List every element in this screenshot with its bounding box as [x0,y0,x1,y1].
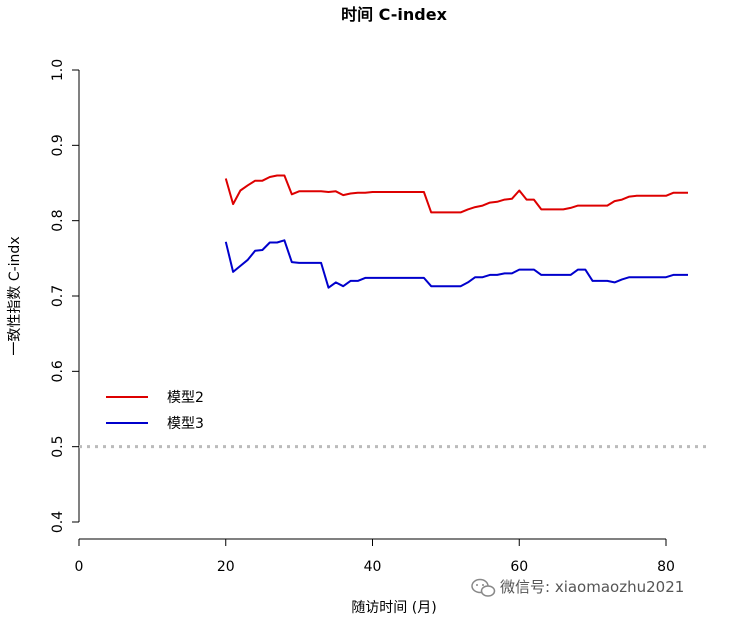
watermark-text: 微信号: xiaomaozhu2021 [500,578,684,596]
series-line-1 [224,174,688,214]
y-tick-label: 0.8 [50,210,66,232]
y-axis-label: 一致性指数 C-indx [7,236,23,355]
y-axis: 0.4 0.5 0.6 0.7 0.8 0.9 1.0 [50,59,80,533]
legend-label-1: 模型2 [167,390,204,406]
x-tick-label: 60 [510,559,528,575]
x-tick-label: 80 [657,559,675,575]
x-tick-label: 20 [217,559,235,575]
x-axis: 0 20 40 60 80 [75,538,675,575]
legend-label-2: 模型3 [167,416,204,432]
x-tick-label: 40 [364,559,382,575]
y-tick-label: 0.4 [50,511,66,533]
legend: 模型2 模型3 [106,390,204,432]
y-tick-label: 1.0 [50,59,66,81]
wechat-icon [471,578,496,597]
chart-title: 时间 C-index [341,5,448,24]
y-tick-label: 0.7 [50,285,66,307]
series-line-2 [224,239,688,289]
x-tick-label: 0 [75,559,84,575]
y-tick-label: 0.6 [50,360,66,382]
y-tick-label: 0.9 [50,134,66,156]
watermark: 微信号: xiaomaozhu2021 [471,578,684,597]
y-tick-label: 0.5 [50,436,66,458]
x-axis-label: 随访时间 (月) [351,600,436,616]
series-layer [224,174,688,289]
